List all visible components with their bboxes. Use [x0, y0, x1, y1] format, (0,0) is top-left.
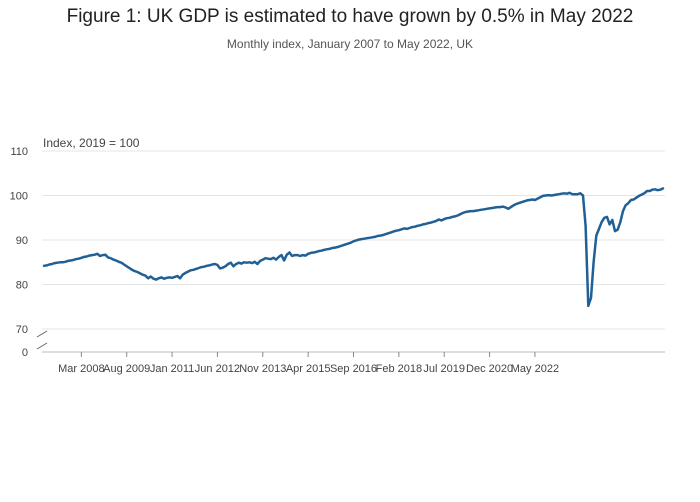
gdp-series-line [42, 187, 665, 308]
x-tick-label: May 2022 [511, 363, 559, 375]
x-tick-label: Jul 2019 [423, 363, 465, 375]
y-tick-label: 90 [16, 235, 28, 247]
x-tick-label: Aug 2009 [103, 363, 150, 375]
x-tick-label: Jan 2011 [150, 363, 194, 375]
chart-title: Figure 1: UK GDP is estimated to have gr… [66, 6, 634, 27]
y-tick-label: 80 [16, 280, 28, 292]
x-tick-label: Feb 2018 [376, 363, 422, 375]
x-tick-label: Jun 2012 [195, 363, 240, 375]
chart-subtitle: Monthly index, January 2007 to May 2022,… [226, 37, 474, 51]
y-axis-label: Index, 2019 = 100 [43, 136, 140, 150]
axis-break-marker [36, 330, 48, 350]
y-axis: 110 100 90 80 70 0 [10, 146, 48, 359]
axis-break-line [36, 330, 48, 338]
y-tick-label: 100 [10, 191, 28, 203]
x-tick-label: Sep 2016 [330, 363, 377, 375]
x-tick-label: Nov 2013 [239, 363, 286, 375]
y-tick-label: 70 [16, 324, 28, 336]
axis-break-line [36, 342, 48, 350]
x-tick-label: Mar 2008 [58, 363, 104, 375]
x-tick-label: Dec 2020 [466, 363, 513, 375]
y-tick-label: 0 [22, 347, 28, 359]
y-tick-label: 110 [10, 146, 28, 158]
x-tick-label: Apr 2015 [286, 363, 331, 375]
